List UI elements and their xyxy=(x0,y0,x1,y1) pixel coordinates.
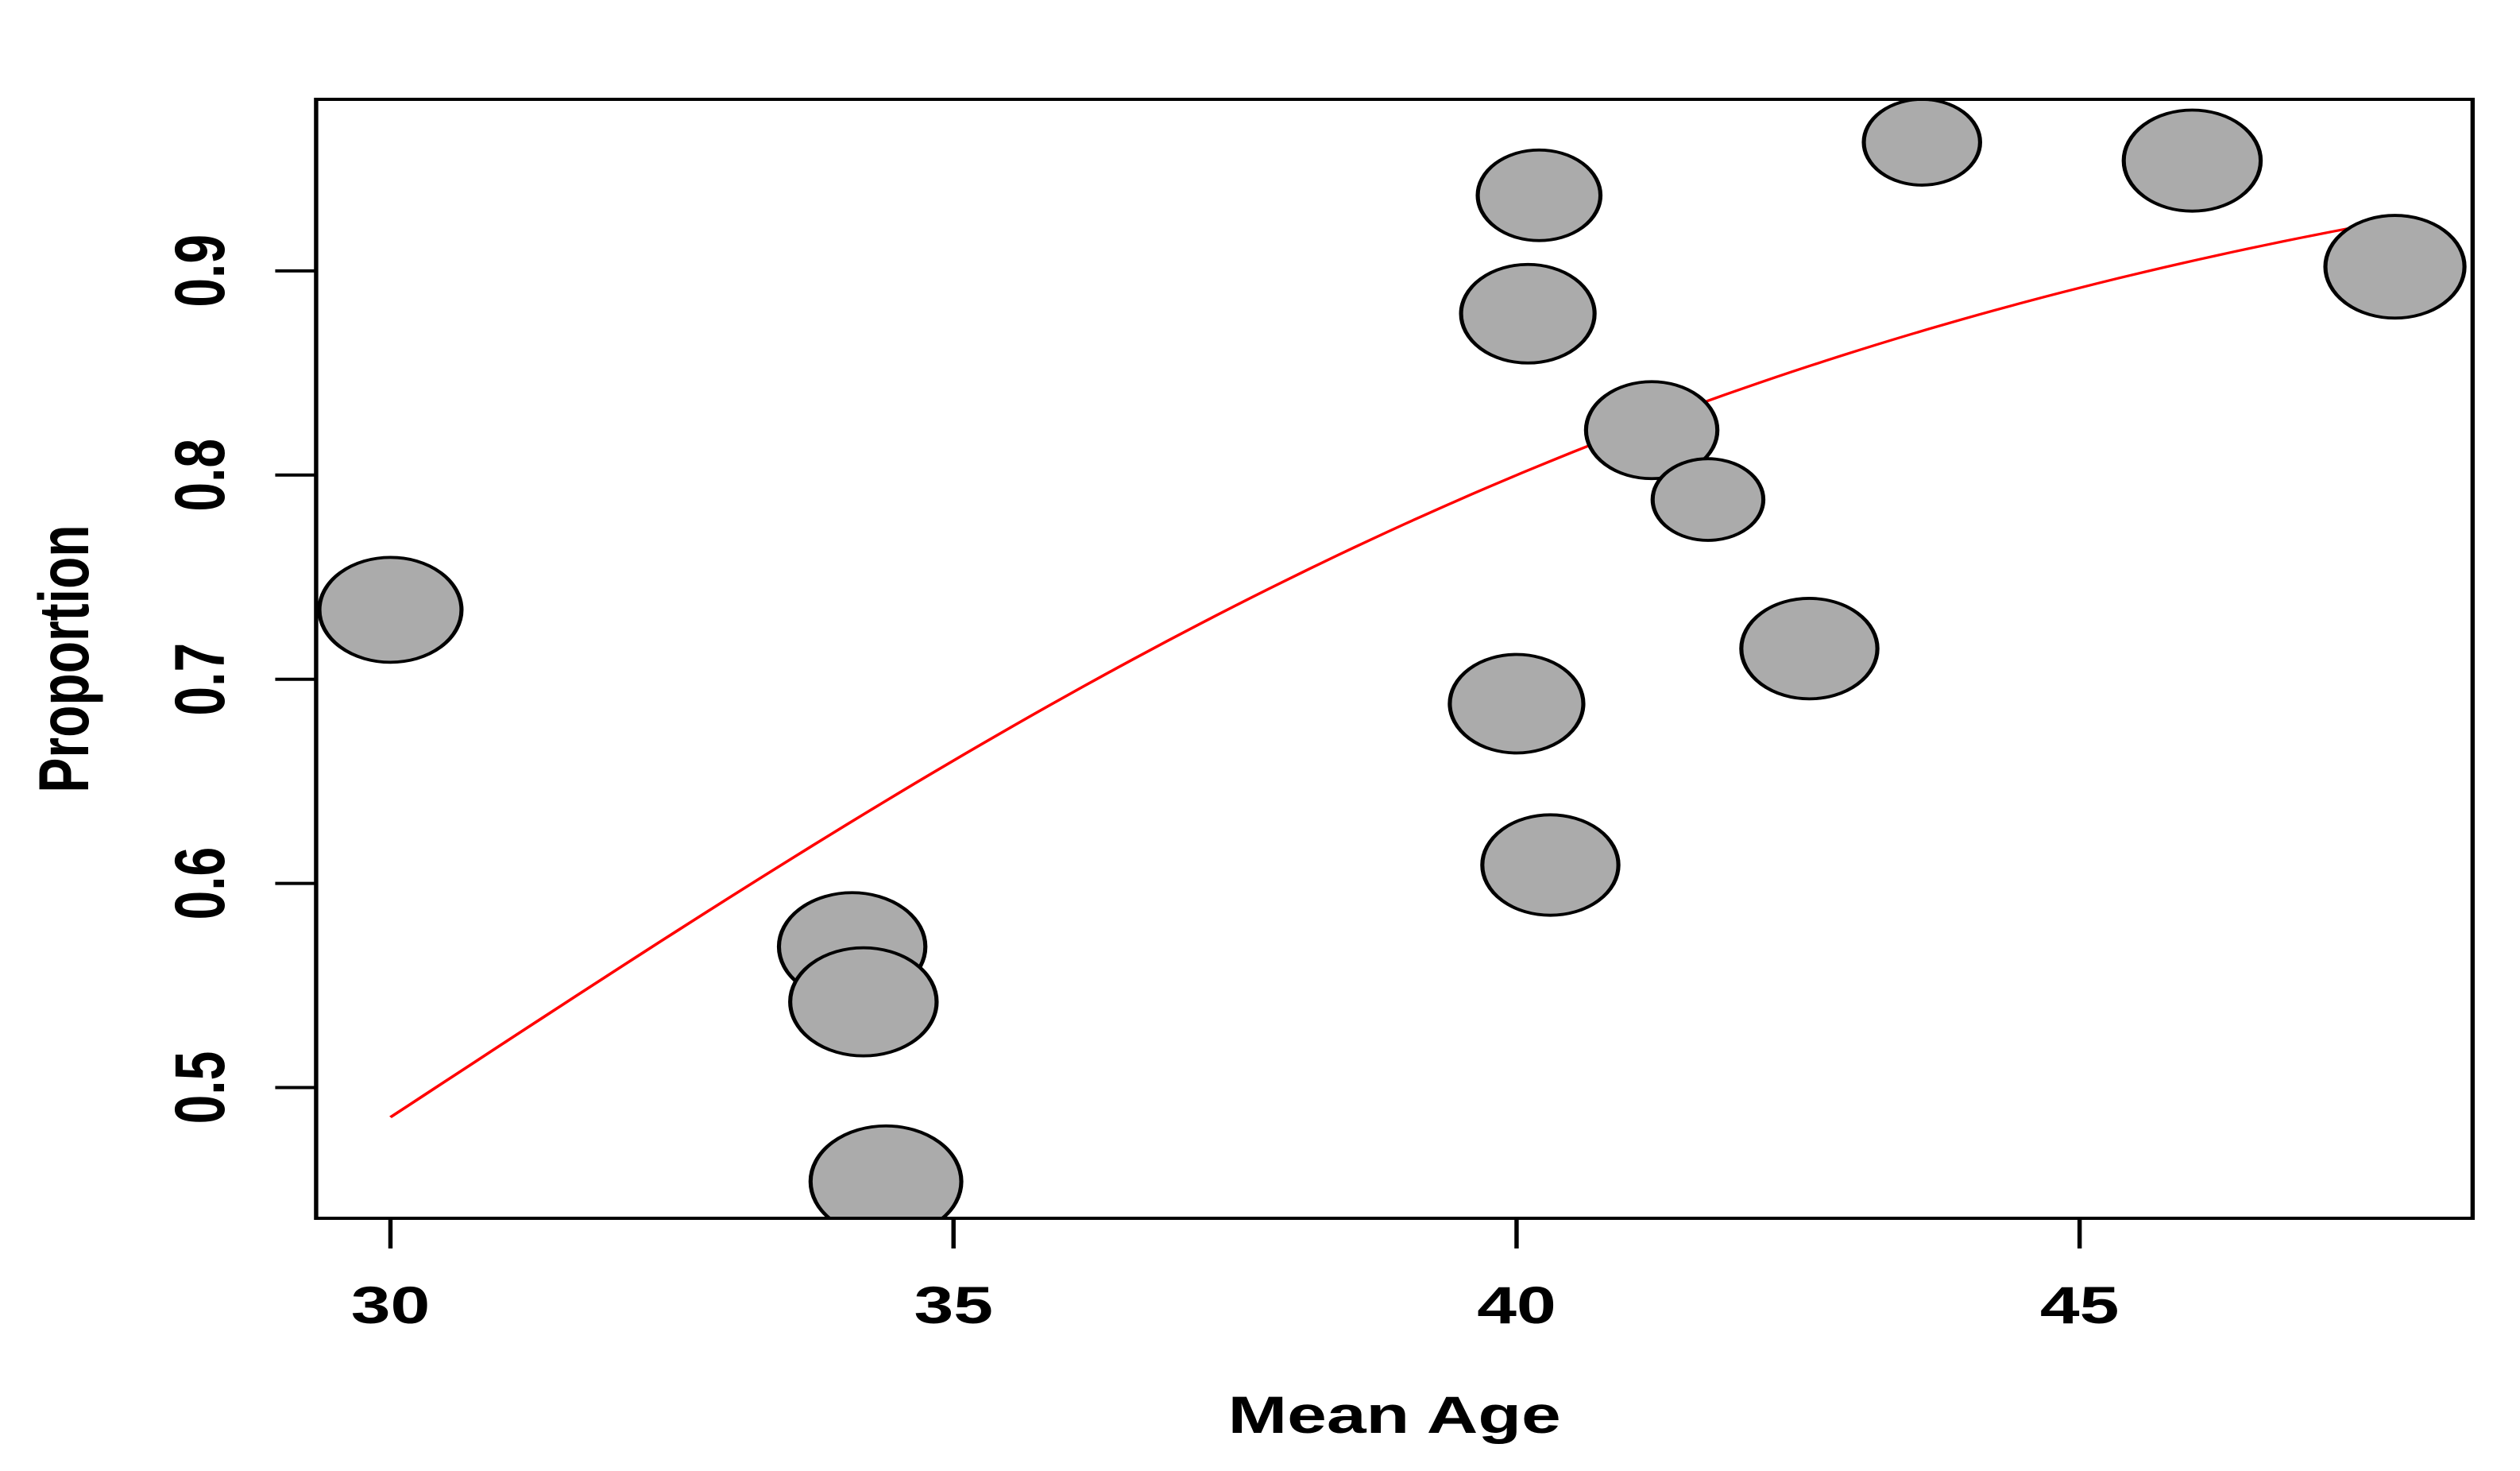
bubble-point-8 xyxy=(1650,457,1766,542)
bubble-point-3 xyxy=(788,946,939,1058)
y-tick-label: 0.5 xyxy=(160,1051,239,1125)
bubble-point-1 xyxy=(317,555,464,664)
y-tick-label: 0.6 xyxy=(160,847,239,920)
bubble-point-4 xyxy=(808,1124,964,1218)
bubble-point-11 xyxy=(1480,813,1621,917)
bubble-point-12 xyxy=(1861,99,1982,187)
bubble-point-7 xyxy=(1583,380,1720,481)
y-axis-title: Proportion xyxy=(24,525,103,792)
y-tick-label: 0.9 xyxy=(160,234,239,308)
plot-area xyxy=(317,99,2467,1218)
bubble-point-6 xyxy=(1459,262,1597,365)
bubble-point-14 xyxy=(2323,214,2467,320)
x-tick-label: 45 xyxy=(2040,1276,2119,1334)
plot-box xyxy=(314,98,2476,1220)
bubble-point-9 xyxy=(1739,597,1880,701)
x-tick-label: 40 xyxy=(1477,1276,1556,1334)
x-axis-title: Mean Age xyxy=(1228,1385,1561,1444)
y-tick-label: 0.8 xyxy=(160,439,239,512)
y-tick-label: 0.7 xyxy=(160,643,239,716)
bubble-point-10 xyxy=(1447,652,1586,755)
bubble-point-13 xyxy=(2121,108,2263,213)
bubble-point-5 xyxy=(1475,148,1603,242)
regression-curve xyxy=(389,220,2384,1118)
x-tick-label: 30 xyxy=(351,1276,430,1334)
x-tick-label: 35 xyxy=(914,1276,992,1334)
